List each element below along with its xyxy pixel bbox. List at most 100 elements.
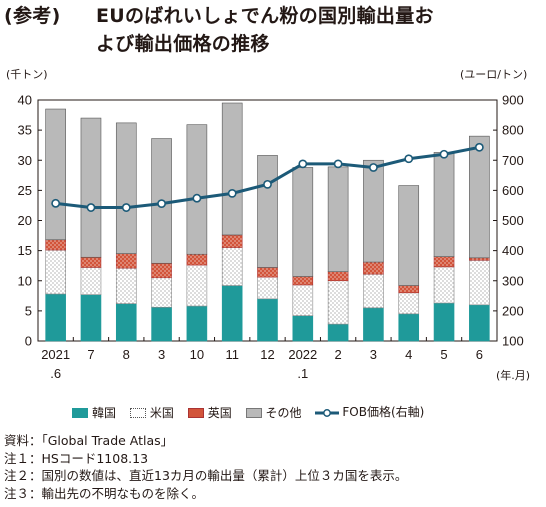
bar-korea xyxy=(186,305,208,342)
bar-korea xyxy=(433,302,455,342)
bar-korea xyxy=(45,293,66,342)
bar-us xyxy=(327,280,349,325)
fob-price-point xyxy=(86,203,96,212)
bar-other xyxy=(327,166,349,273)
legend-item-korea: 韓国 xyxy=(72,404,116,421)
bar-us xyxy=(221,247,243,286)
bar-us xyxy=(45,249,66,295)
bar-other xyxy=(115,122,137,254)
y-left-tick-label: 10 xyxy=(18,273,32,288)
bar-uk xyxy=(433,256,455,268)
bar-us xyxy=(257,276,278,300)
note-2: 注２：国別の数値は、直近13カ月の輸出量（累計）上位３カ国を表示。 xyxy=(4,468,408,483)
bar-uk xyxy=(80,256,102,268)
y-left-unit: (千トン) xyxy=(6,68,48,81)
chart-area: (千トン) (ユーロ/トン) (年.月) 0510152025303540100… xyxy=(6,68,530,382)
bar-korea xyxy=(469,304,490,342)
legend-item-us: 米国 xyxy=(129,404,174,421)
legend: 韓国 米国 英国 その他 FOB価格(右軸) xyxy=(72,403,434,421)
bar-korea xyxy=(398,313,420,342)
x-tick-label: 8 xyxy=(123,347,130,362)
bar-uk xyxy=(363,261,384,275)
bar-other xyxy=(221,102,243,236)
bar-us xyxy=(115,267,137,304)
bar-other xyxy=(80,117,102,258)
bar-other xyxy=(186,124,208,255)
bar-us xyxy=(469,259,490,306)
legend-label-korea: 韓国 xyxy=(92,406,117,420)
fob-price-point xyxy=(227,188,237,198)
bar-uk xyxy=(327,271,349,282)
y-left-tick-label: 30 xyxy=(18,153,32,168)
legend-label-fob: FOB価格(右軸) xyxy=(342,405,425,419)
bar-other xyxy=(398,185,420,286)
bar-other xyxy=(257,155,278,268)
bar-korea xyxy=(327,323,349,342)
title-line1: EUのばれいしょでん粉の国別輸出量お xyxy=(96,5,434,27)
bar-us xyxy=(151,277,172,308)
legend-label-us: 米国 xyxy=(149,406,174,420)
bar-uk xyxy=(257,267,278,278)
y-right-tick-label: 100 xyxy=(502,334,524,349)
bar-other xyxy=(433,152,455,257)
y-right-tick-label: 200 xyxy=(502,303,524,318)
bar-us xyxy=(186,264,208,307)
title-line2: よび輸出価格の推移 xyxy=(96,33,270,55)
legend-swatch-fob xyxy=(315,407,340,417)
bar-other xyxy=(363,159,384,263)
y-left-tick-label: 0 xyxy=(25,334,32,349)
fob-price-point xyxy=(439,149,449,159)
x-tick-label: 2 xyxy=(334,347,341,362)
legend-label-uk: 英国 xyxy=(207,406,232,420)
x-tick-label: 10 xyxy=(190,347,204,362)
x-tick-label: 11 xyxy=(225,347,239,362)
bar-uk xyxy=(398,285,420,294)
fob-price-point xyxy=(298,159,308,169)
y-left-tick-label: 25 xyxy=(18,183,32,198)
x-tick-label: .1 xyxy=(297,366,308,381)
bar-korea xyxy=(292,315,314,342)
bar-korea xyxy=(257,298,278,342)
bar-korea xyxy=(115,303,137,342)
bar-us xyxy=(398,292,420,315)
y-right-tick-label: 300 xyxy=(502,273,524,288)
x-tick-label: 3 xyxy=(370,347,377,362)
fob-price-point xyxy=(157,199,166,209)
fob-price-point xyxy=(121,203,131,212)
bar-uk xyxy=(221,234,243,248)
bar-other xyxy=(469,135,490,259)
fob-price-point xyxy=(192,193,202,203)
y-right-tick-label: 800 xyxy=(502,123,524,138)
x-tick-label: 2021 xyxy=(41,347,70,362)
title-tag: (参考) xyxy=(4,5,61,27)
legend-swatch-other xyxy=(245,407,262,418)
x-tick-label: 2022 xyxy=(288,347,317,362)
x-tick-label: 12 xyxy=(260,347,274,362)
bar-korea xyxy=(221,285,243,342)
notes: 資料：「Global Trade Atlas」 注１：HSコード1108.13 … xyxy=(4,432,407,502)
y-right-unit: (ユーロ/トン) xyxy=(460,68,527,81)
legend-swatch-uk xyxy=(187,407,204,418)
y-right-tick-label: 700 xyxy=(502,153,524,168)
legend-swatch-korea xyxy=(72,407,88,418)
y-left-tick-label: 40 xyxy=(18,93,32,108)
fob-price-point xyxy=(474,142,484,152)
note-3: 注３：輸出先の不明なものを除く。 xyxy=(4,485,205,501)
y-right-tick-label: 400 xyxy=(502,243,524,258)
legend-swatch-us xyxy=(129,407,146,418)
x-tick-label: 4 xyxy=(405,347,412,362)
legend-item-uk: 英国 xyxy=(187,404,232,421)
x-tick-label: 6 xyxy=(476,347,483,362)
fob-price-point xyxy=(263,179,272,189)
fob-price-point xyxy=(369,163,378,172)
bar-us xyxy=(80,267,102,295)
bar-uk xyxy=(292,276,314,286)
legend-label-other: その他 xyxy=(265,406,302,420)
fob-price-point xyxy=(333,159,343,169)
note-1: 注１：HSコード1108.13 xyxy=(4,450,149,466)
note-source: 資料：「Global Trade Atlas」 xyxy=(4,433,174,448)
y-left-tick-label: 15 xyxy=(18,243,32,258)
legend-item-other: その他 xyxy=(245,404,302,421)
y-left-tick-label: 20 xyxy=(18,213,32,228)
bar-uk xyxy=(151,262,172,279)
